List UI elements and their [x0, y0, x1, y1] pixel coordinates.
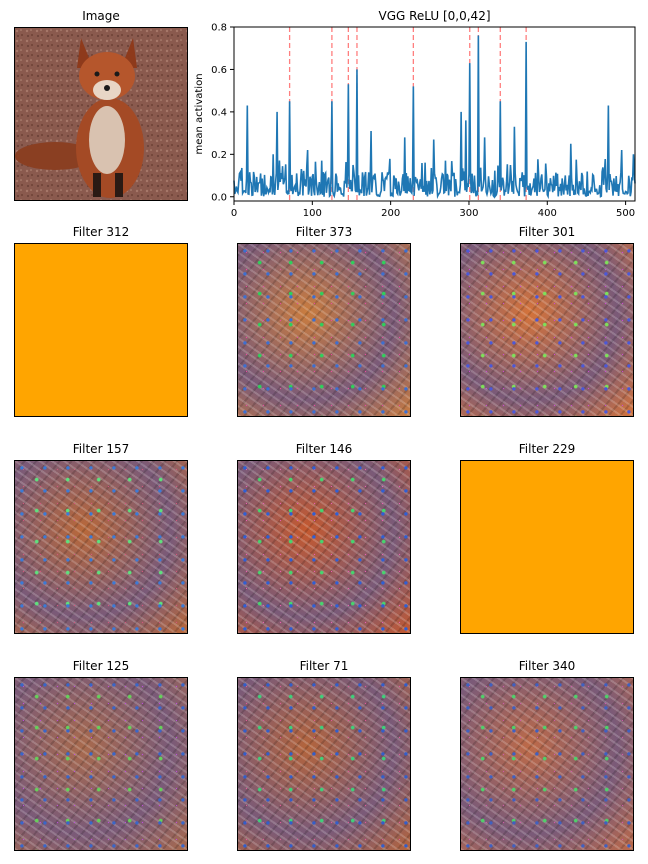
x-tick-label: 500 [616, 208, 635, 219]
filter-title: Filter 340 [518, 659, 576, 673]
y-axis-label: mean activation [194, 73, 205, 154]
filter-title: Filter 301 [518, 225, 576, 239]
activation-chart: 0 100 200 300 400 500 0.0 0.2 0.4 0.6 0.8 mean ac… [194, 23, 636, 219]
y-tick-label: 0.8 [211, 23, 227, 34]
filter-visualization-blank [14, 243, 188, 417]
filter-visualization [14, 460, 188, 634]
filter-visualization [460, 677, 634, 851]
fox-photo [14, 27, 188, 201]
y-tick-label: 0.0 [211, 192, 227, 203]
filter-title: Filter 229 [518, 442, 576, 456]
image-title: Image [82, 9, 120, 23]
filter-title: Filter 71 [299, 659, 349, 673]
filter-visualization-blank [460, 460, 634, 634]
filter-visualization [237, 677, 411, 851]
filter-title: Filter 125 [72, 659, 130, 673]
activation-series [233, 35, 636, 200]
y-tick-label: 0.6 [211, 65, 227, 76]
filter-visualization [460, 243, 634, 417]
x-tick-label: 100 [303, 208, 322, 219]
filter-title: Filter 157 [72, 442, 130, 456]
y-tick-label: 0.2 [211, 150, 227, 161]
filter-visualization [237, 243, 411, 417]
filter-title: Filter 373 [295, 225, 353, 239]
y-tick-label: 0.4 [211, 107, 227, 118]
filter-visualization [237, 460, 411, 634]
x-tick-label: 400 [538, 208, 557, 219]
filter-title: Filter 312 [72, 225, 130, 239]
filter-visualization [14, 677, 188, 851]
x-tick-label: 300 [459, 208, 478, 219]
filter-title: Filter 146 [295, 442, 353, 456]
chart-title: VGG ReLU [0,0,42] [378, 9, 491, 23]
fox-illustration [15, 28, 187, 200]
x-tick-label: 200 [381, 208, 400, 219]
x-tick-label: 0 [231, 208, 237, 219]
plot-frame [233, 26, 636, 202]
